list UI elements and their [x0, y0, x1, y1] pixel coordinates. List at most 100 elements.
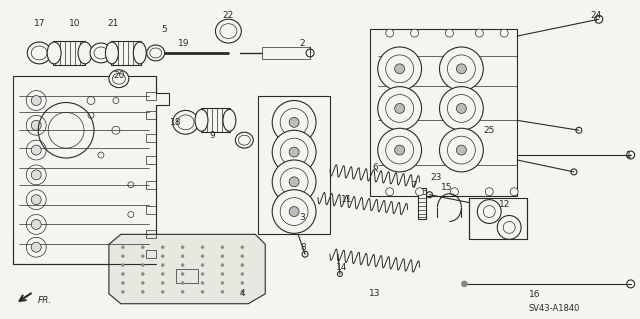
Circle shape — [378, 128, 422, 172]
Circle shape — [221, 272, 224, 276]
Text: FR.: FR. — [38, 296, 52, 305]
Circle shape — [461, 281, 467, 287]
Circle shape — [440, 128, 483, 172]
Ellipse shape — [78, 42, 92, 64]
Bar — [146, 92, 156, 100]
Circle shape — [241, 272, 244, 276]
Circle shape — [181, 281, 184, 285]
Ellipse shape — [173, 110, 198, 134]
Circle shape — [31, 219, 41, 229]
Circle shape — [161, 246, 164, 249]
Bar — [53, 41, 85, 65]
Circle shape — [485, 188, 493, 196]
Circle shape — [201, 263, 204, 267]
Text: 1: 1 — [626, 151, 632, 160]
Circle shape — [122, 281, 124, 285]
Ellipse shape — [109, 70, 129, 88]
Ellipse shape — [236, 132, 253, 148]
Circle shape — [477, 200, 501, 223]
Ellipse shape — [47, 42, 61, 64]
Circle shape — [31, 96, 41, 106]
Circle shape — [440, 87, 483, 130]
Circle shape — [411, 29, 419, 37]
Bar — [262, 47, 310, 59]
Bar — [175, 269, 198, 283]
Circle shape — [510, 188, 518, 196]
Circle shape — [181, 255, 184, 258]
Circle shape — [447, 55, 476, 83]
Circle shape — [289, 147, 299, 157]
Text: 7: 7 — [412, 181, 417, 190]
Text: 15: 15 — [441, 183, 452, 192]
Circle shape — [395, 145, 404, 155]
Circle shape — [181, 290, 184, 293]
Circle shape — [201, 272, 204, 276]
Bar — [469, 198, 527, 239]
Circle shape — [289, 207, 299, 217]
Text: 4: 4 — [239, 289, 245, 298]
Ellipse shape — [216, 19, 241, 43]
Text: 25: 25 — [484, 126, 495, 135]
Bar — [146, 156, 156, 164]
Ellipse shape — [90, 43, 112, 63]
Circle shape — [161, 290, 164, 293]
Ellipse shape — [133, 42, 147, 64]
Text: 5: 5 — [161, 25, 166, 33]
Circle shape — [122, 290, 124, 293]
Circle shape — [181, 272, 184, 276]
Ellipse shape — [150, 48, 162, 58]
Circle shape — [201, 246, 204, 249]
Bar — [200, 108, 230, 132]
Ellipse shape — [106, 42, 118, 64]
Bar — [370, 29, 517, 196]
Polygon shape — [13, 76, 169, 264]
Circle shape — [280, 168, 308, 196]
Ellipse shape — [195, 109, 208, 131]
Circle shape — [31, 170, 41, 180]
Circle shape — [280, 108, 308, 136]
Circle shape — [122, 272, 124, 276]
Circle shape — [241, 281, 244, 285]
Circle shape — [141, 272, 144, 276]
Circle shape — [201, 290, 204, 293]
Circle shape — [272, 130, 316, 174]
Circle shape — [272, 160, 316, 204]
Circle shape — [289, 117, 299, 127]
Bar — [146, 134, 156, 142]
Text: 23: 23 — [431, 173, 442, 182]
Circle shape — [395, 64, 404, 74]
Circle shape — [221, 255, 224, 258]
Circle shape — [386, 94, 413, 122]
Ellipse shape — [177, 115, 194, 130]
Text: 12: 12 — [499, 200, 510, 209]
Circle shape — [456, 64, 467, 74]
Text: 17: 17 — [33, 19, 45, 28]
Circle shape — [122, 255, 124, 258]
Circle shape — [221, 246, 224, 249]
Circle shape — [122, 246, 124, 249]
Ellipse shape — [28, 42, 51, 64]
Circle shape — [415, 188, 424, 196]
Circle shape — [141, 246, 144, 249]
Circle shape — [500, 29, 508, 37]
Circle shape — [272, 190, 316, 234]
Circle shape — [31, 195, 41, 204]
Bar — [146, 111, 156, 119]
Circle shape — [386, 55, 413, 83]
Circle shape — [445, 29, 453, 37]
Circle shape — [181, 246, 184, 249]
Circle shape — [386, 136, 413, 164]
Text: 9: 9 — [209, 131, 215, 140]
Text: 8: 8 — [300, 243, 306, 252]
Bar — [146, 205, 156, 213]
Text: 20: 20 — [113, 71, 125, 80]
Bar — [259, 96, 330, 234]
Circle shape — [161, 281, 164, 285]
Text: 10: 10 — [69, 19, 81, 28]
Circle shape — [122, 263, 124, 267]
Ellipse shape — [223, 109, 236, 131]
Circle shape — [141, 290, 144, 293]
Circle shape — [280, 198, 308, 226]
Circle shape — [280, 138, 308, 166]
Circle shape — [289, 177, 299, 187]
